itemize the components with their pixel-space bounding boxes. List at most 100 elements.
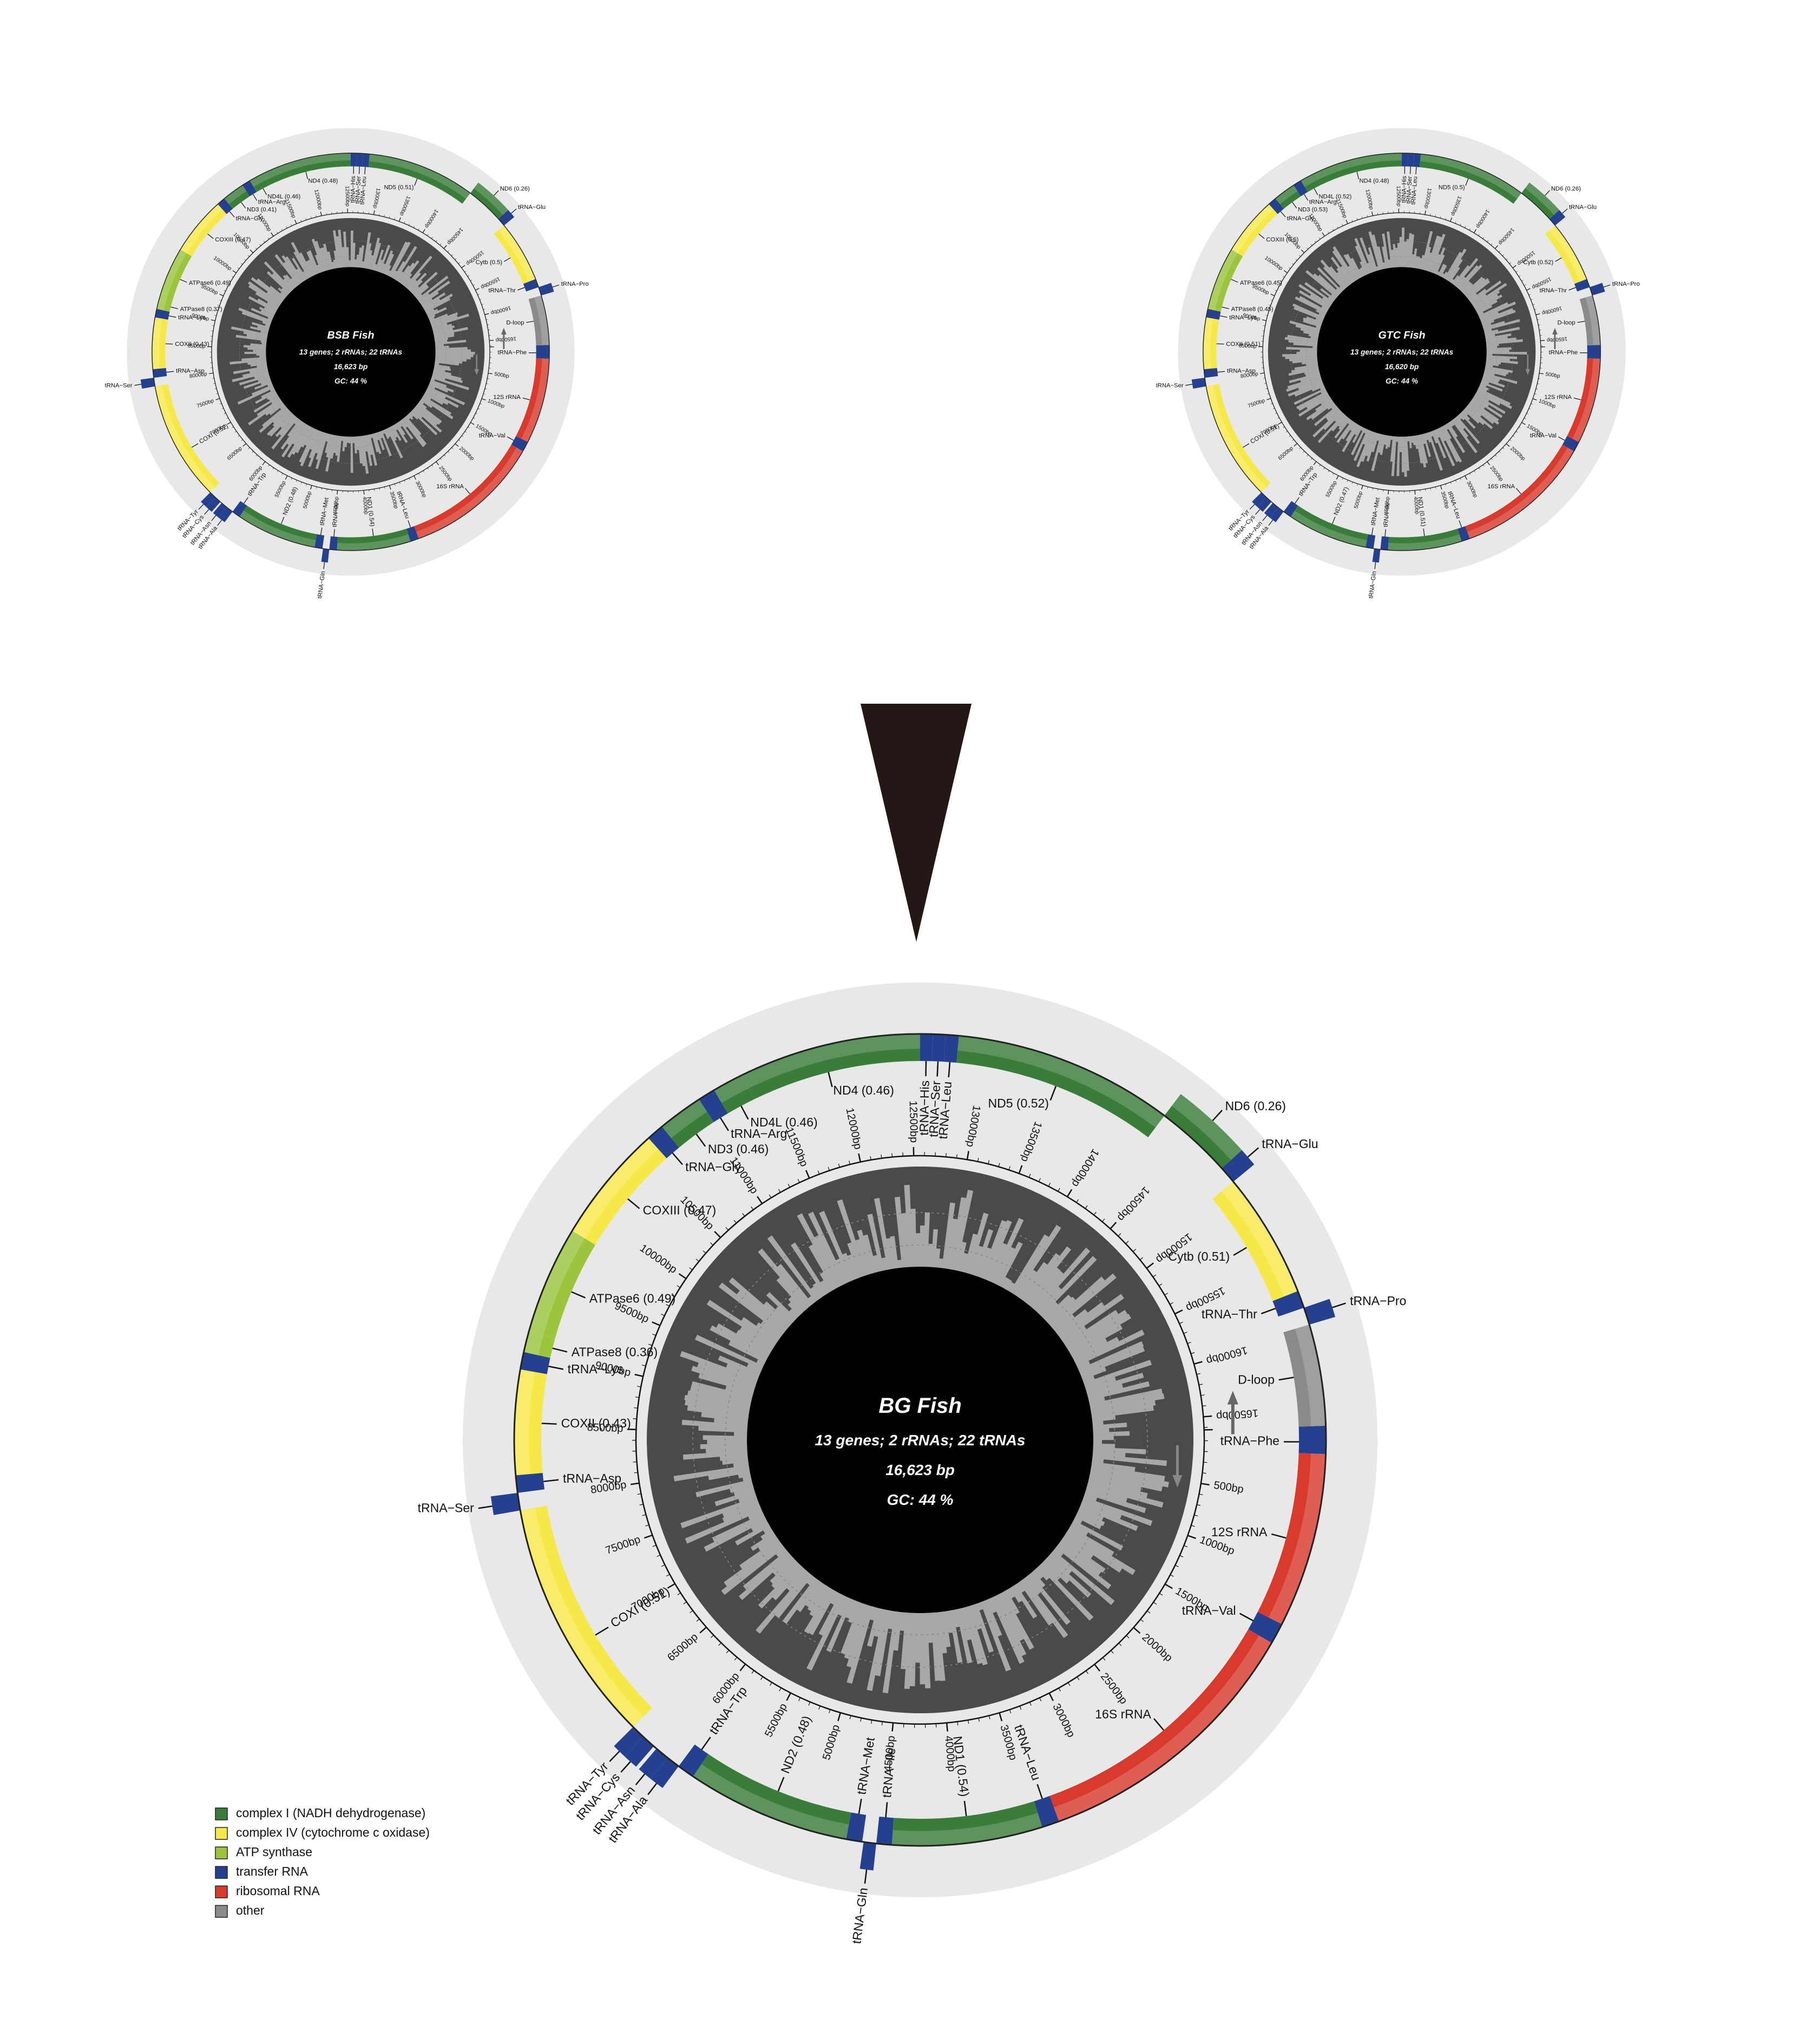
feature-label-leader — [1384, 529, 1386, 537]
feature-trp-arc — [1283, 501, 1298, 517]
coordinate-tick — [1183, 1332, 1187, 1334]
coordinate-tick — [769, 1682, 772, 1686]
feature-label-leader — [885, 1802, 888, 1818]
feature-highlight — [1268, 1453, 1326, 1624]
feature-label-coxii: COXII (0.43) — [175, 341, 209, 348]
coordinate-tick — [849, 1161, 851, 1165]
feature-phe-arc — [1298, 1425, 1326, 1455]
feature-asn-arc — [639, 1748, 668, 1779]
feature-label-leader — [552, 284, 560, 287]
coordinate-tick — [1482, 237, 1484, 239]
coordinate-tick — [1279, 280, 1282, 282]
feature-label-rrna16: 16S rRNA — [1487, 483, 1515, 490]
feature-label-atpase6: ATPase6 (0.45) — [1240, 280, 1282, 286]
coordinate-tick — [484, 313, 489, 315]
feature-label-leader — [1153, 1718, 1164, 1731]
feature-trp-arc — [678, 1744, 708, 1777]
coordinate-tick — [666, 1304, 670, 1307]
coordinate-tick — [227, 422, 231, 425]
feature-label-val: tRNA−Val — [1530, 433, 1557, 439]
coordinate-tick — [262, 461, 266, 466]
coordinate-tick — [946, 1153, 947, 1157]
coordinate-tick — [1347, 480, 1348, 482]
coordinate-tick — [858, 1153, 862, 1162]
feature-tyr-arc — [614, 1727, 644, 1757]
strand-divider-line — [152, 153, 550, 551]
coordinate-tick — [1528, 408, 1531, 410]
feature-label-gly: tRNA−Gly — [236, 215, 264, 222]
feature-label-leader — [1332, 516, 1336, 524]
coordinate-tick — [769, 1194, 772, 1198]
genome-map-bsb: 500bp1000bp1500bp2000bp2500bp3000bp3500b… — [105, 128, 589, 599]
feature-glu-arc — [1222, 1150, 1255, 1182]
coordinate-tick — [373, 210, 375, 215]
coordinate-tick — [1509, 262, 1511, 264]
coordinate-tick — [473, 284, 475, 286]
feature-label-leader — [1280, 211, 1286, 218]
feature-rrna16-arc — [1465, 444, 1574, 539]
coordinate-tick — [234, 431, 237, 433]
coordinate-tick — [458, 440, 461, 441]
feature-label-leader — [620, 1761, 631, 1773]
feature-label-leader — [740, 1105, 749, 1120]
feature-highlight — [1222, 1181, 1298, 1297]
coordinate-tick — [1540, 340, 1545, 342]
feature-pro-arc — [1590, 283, 1605, 296]
coordinate-tick — [718, 1642, 721, 1646]
coordinate-tick — [1342, 224, 1343, 226]
coordinate-tick — [1295, 259, 1297, 261]
feature-label-leader — [494, 190, 499, 196]
feature-dloop-arc — [1283, 1324, 1326, 1427]
coordinate-tick — [1164, 1293, 1168, 1295]
feature-label-nd5: ND5 (0.52) — [988, 1096, 1048, 1110]
legend-label: ribosomal RNA — [236, 1884, 320, 1898]
feature-ser1-arc — [931, 1034, 946, 1062]
feature-asp-arc — [153, 368, 167, 378]
coordinate-tick — [757, 1196, 763, 1204]
coordinate-tick — [1179, 1555, 1184, 1557]
coordinate-tick — [1294, 443, 1298, 447]
coordinate-tick — [1267, 310, 1269, 311]
coordinate-tick — [1515, 271, 1518, 273]
feature-highlight — [957, 1036, 1165, 1128]
coordinate-tick — [1435, 215, 1436, 217]
feature-label-leader — [695, 1134, 706, 1147]
feature-label-leader — [1249, 504, 1255, 510]
feature-highlight — [180, 204, 223, 253]
coordinate-tick — [306, 483, 307, 486]
coordinate-tick-label: 4500bp — [332, 496, 340, 514]
feature-highlight — [1572, 358, 1600, 442]
coordinate-tick — [443, 245, 447, 249]
feature-nd1-arc — [1388, 528, 1462, 551]
coordinate-tick — [455, 258, 457, 260]
coordinate-tick — [1538, 378, 1540, 379]
feature-cytb-arc — [494, 225, 536, 284]
feature-coxii-arc — [514, 1369, 547, 1476]
coordinate-tick — [1539, 372, 1544, 375]
feature-rrna12-arc — [1257, 1453, 1326, 1624]
coordinate-tick-label: 16500bp — [495, 335, 516, 343]
coordinate-tick — [1101, 1218, 1105, 1222]
feature-nd2-arc — [693, 1754, 851, 1839]
coordinate-tick — [219, 293, 224, 297]
feature-met-arc — [314, 534, 325, 549]
coordinate-tick — [1028, 1174, 1031, 1178]
coordinate-tick — [689, 1267, 693, 1270]
coordinate-tick — [760, 1676, 763, 1680]
feature-label-leader — [517, 287, 525, 291]
coordinate-tick — [1289, 267, 1291, 269]
coordinate-tick-label: 12500bp — [907, 1100, 920, 1143]
feature-label-leader — [1242, 443, 1250, 448]
feature-met-arc — [846, 1812, 867, 1842]
feature-nd2-arc — [239, 506, 317, 547]
coordinate-tick — [1187, 1535, 1196, 1539]
coordinate-tick — [252, 451, 254, 453]
coordinate-tick — [1332, 228, 1334, 231]
coordinate-tick — [1506, 258, 1508, 260]
feature-label-rrna12: 12S rRNA — [1544, 394, 1572, 401]
feature-nd5-arc — [368, 154, 470, 204]
feature-label-arg: tRNA−Arg — [258, 199, 286, 206]
coordinate-tick — [1524, 417, 1526, 419]
coordinate-tick-label: 8500bp — [188, 343, 206, 350]
coordinate-tick — [1275, 412, 1277, 414]
